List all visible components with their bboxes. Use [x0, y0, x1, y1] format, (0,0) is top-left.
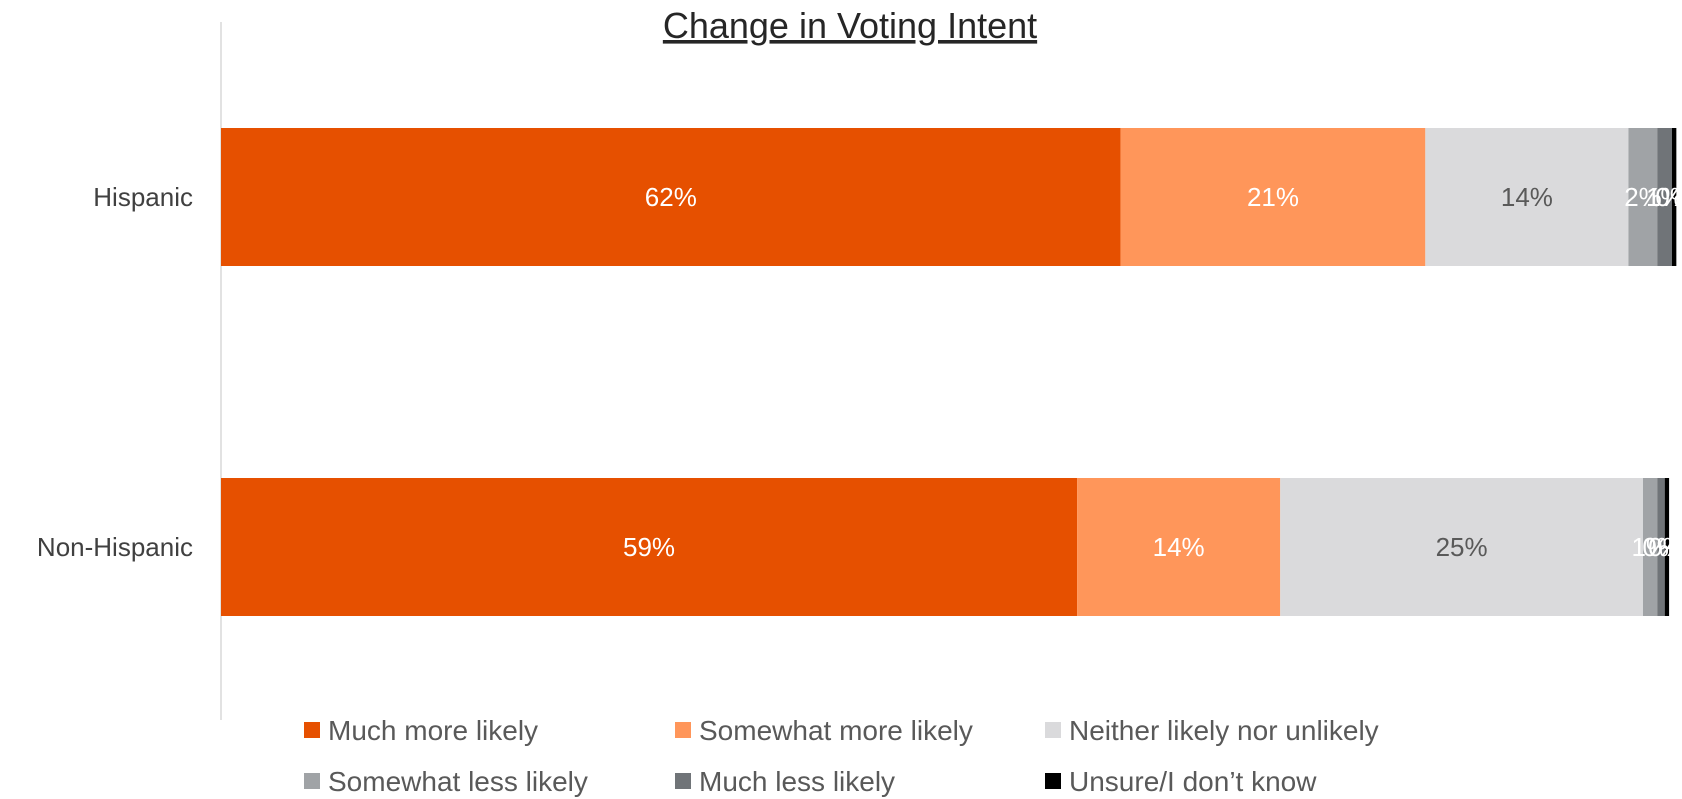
data-label-hispanic-somewhat-less-likely: 2% — [1624, 182, 1662, 212]
legend-swatch-somewhat-less-likely — [304, 773, 320, 789]
data-label-hispanic-much-less-likely: 1% — [1646, 182, 1682, 212]
data-label-non-hispanic-neither-likely-nor-unlikely: 25% — [1436, 532, 1488, 562]
legend-swatch-unsure-i-don-t-know — [1045, 773, 1061, 789]
legend: Much more likely Somewhat more likely Neit… — [304, 715, 1379, 797]
data-label-non-hispanic-much-less-likely: 0% — [1642, 532, 1680, 562]
bar-non-hispanic-neither-likely-nor-unlikely — [1280, 478, 1643, 616]
bar-hispanic-somewhat-less-likely — [1628, 128, 1658, 266]
bar-non-hispanic-much-more-likely — [221, 478, 1078, 616]
bars-layer — [221, 128, 1677, 616]
bar-non-hispanic-somewhat-more-likely — [1077, 478, 1281, 616]
bar-non-hispanic-somewhat-less-likely — [1642, 478, 1658, 616]
data-label-hispanic-unsure-i-don-t-know: 0% — [1655, 182, 1682, 212]
legend-label-unsure-i-don-t-know: Unsure/I don’t know — [1069, 766, 1317, 797]
bar-hispanic-much-more-likely — [221, 128, 1121, 266]
bar-hispanic-unsure-i-don-t-know — [1672, 128, 1677, 266]
bar-non-hispanic-much-less-likely — [1657, 478, 1665, 616]
data-label-non-hispanic-somewhat-more-likely: 14% — [1153, 532, 1205, 562]
data-label-non-hispanic-much-more-likely: 59% — [623, 532, 675, 562]
legend-swatch-much-less-likely — [675, 773, 691, 789]
legend-swatch-much-more-likely — [304, 722, 320, 738]
legend-swatch-somewhat-more-likely — [675, 722, 691, 738]
bar-hispanic-neither-likely-nor-unlikely — [1425, 128, 1629, 266]
bar-hispanic-somewhat-more-likely — [1120, 128, 1426, 266]
data-labels: 62%21%14%2%1%0%59%14%25%1%0%0% — [623, 182, 1682, 562]
data-label-non-hispanic-unsure-i-don-t-know: 0% — [1648, 532, 1682, 562]
category-labels: Hispanic Non-Hispanic — [37, 182, 193, 562]
legend-label-somewhat-more-likely: Somewhat more likely — [699, 715, 973, 746]
legend-label-neither-likely-nor-unlikely: Neither likely nor unlikely — [1069, 715, 1379, 746]
bar-non-hispanic-unsure-i-don-t-know — [1664, 478, 1670, 616]
legend-label-much-more-likely: Much more likely — [328, 715, 538, 746]
legend-label-somewhat-less-likely: Somewhat less likely — [328, 766, 588, 797]
data-label-hispanic-neither-likely-nor-unlikely: 14% — [1501, 182, 1553, 212]
data-label-hispanic-somewhat-more-likely: 21% — [1247, 182, 1299, 212]
data-label-hispanic-much-more-likely: 62% — [645, 182, 697, 212]
category-label-non-hispanic: Non-Hispanic — [37, 532, 193, 562]
legend-label-much-less-likely: Much less likely — [699, 766, 895, 797]
chart-title: Change in Voting Intent — [663, 5, 1037, 46]
legend-swatch-neither-likely-nor-unlikely — [1045, 722, 1061, 738]
bar-hispanic-much-less-likely — [1657, 128, 1672, 266]
data-label-non-hispanic-somewhat-less-likely: 1% — [1631, 532, 1669, 562]
category-label-hispanic: Hispanic — [93, 182, 193, 212]
